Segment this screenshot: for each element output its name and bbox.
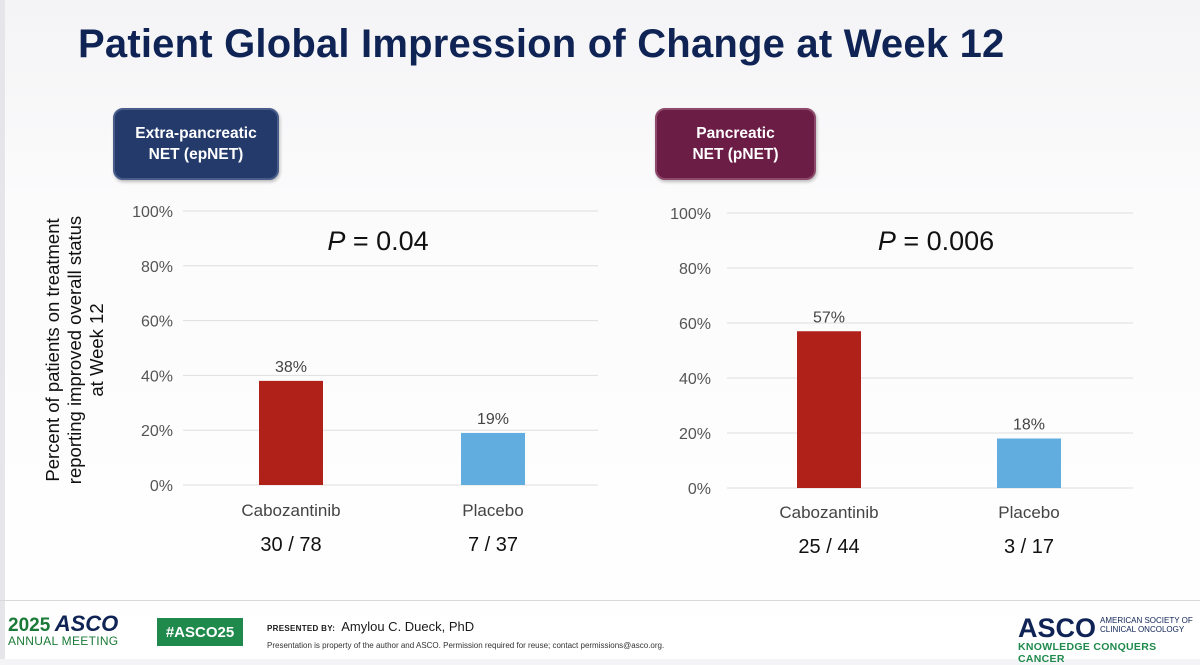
y-tick-label: 0% [688,481,711,498]
asco-logo: ASCO AMERICAN SOCIETY OF CLINICAL ONCOLOG… [1018,613,1200,665]
cabozantinib-bar [259,380,323,485]
placebo-bar [997,438,1061,488]
presented-by-label: PRESENTED BY: [267,624,336,633]
y-tick-label: 20% [679,426,711,443]
asco-logo-text: ASCO [1018,613,1097,643]
slide-edge [0,0,5,659]
placebo-fraction-label: 7 / 37 [468,534,518,556]
cabozantinib-fraction-label: 25 / 44 [798,536,859,558]
meeting-logo: 2025 ASCO ANNUAL MEETING [8,611,118,648]
placebo-data-label: 19% [477,411,509,428]
slide-title: Patient Global Impression of Change at W… [78,22,1005,66]
y-tick-label: 60% [679,316,711,333]
p-value-label: P = 0.006 [878,226,994,256]
y-tick-label: 100% [132,204,173,221]
placebo-category-label: Placebo [462,501,523,520]
y-tick-label: 40% [141,368,173,385]
cabozantinib-category-label: Cabozantinib [241,501,340,520]
footer-divider [0,600,1200,601]
cabozantinib-category-label: Cabozantinib [779,503,878,522]
presenter-line: PRESENTED BY: Amylou C. Dueck, PhD [267,619,474,634]
placebo-category-label: Placebo [998,503,1059,522]
placebo-bar [461,432,525,485]
y-tick-label: 100% [670,206,711,223]
p-value-label: P = 0.04 [327,226,428,256]
cabozantinib-data-label: 38% [275,359,307,376]
presenter-name: Amylou C. Dueck, PhD [341,619,475,634]
y-tick-label: 60% [141,314,173,331]
society-name: AMERICAN SOCIETY OF CLINICAL ONCOLOGY [1100,616,1193,634]
placebo-data-label: 18% [1013,417,1045,434]
y-tick-label: 80% [141,259,173,276]
placebo-fraction-label: 3 / 17 [1004,536,1054,558]
hashtag-badge: #ASCO25 [157,618,243,646]
cabozantinib-bar [797,331,861,488]
cabozantinib-fraction-label: 30 / 78 [260,534,321,556]
y-tick-label: 0% [150,478,173,495]
pnet-badge: Pancreatic NET (pNET) [655,108,816,180]
meeting-name: ANNUAL MEETING [8,634,119,648]
epnet-badge: Extra-pancreatic NET (epNET) [113,108,279,180]
cabozantinib-data-label: 57% [813,309,845,326]
asco-tagline: KNOWLEDGE CONQUERS CANCER [1018,641,1157,665]
copyright-notice: Presentation is property of the author a… [267,641,665,650]
y-tick-label: 20% [141,423,173,440]
y-tick-label: 80% [679,261,711,278]
meeting-org: ASCO [54,611,119,636]
pnet-badge-label: Pancreatic NET (pNET) [692,125,779,163]
epnet-badge-label: Extra-pancreatic NET (epNET) [135,125,257,163]
meeting-year: 2025 [8,615,51,636]
y-tick-label: 40% [679,371,711,388]
